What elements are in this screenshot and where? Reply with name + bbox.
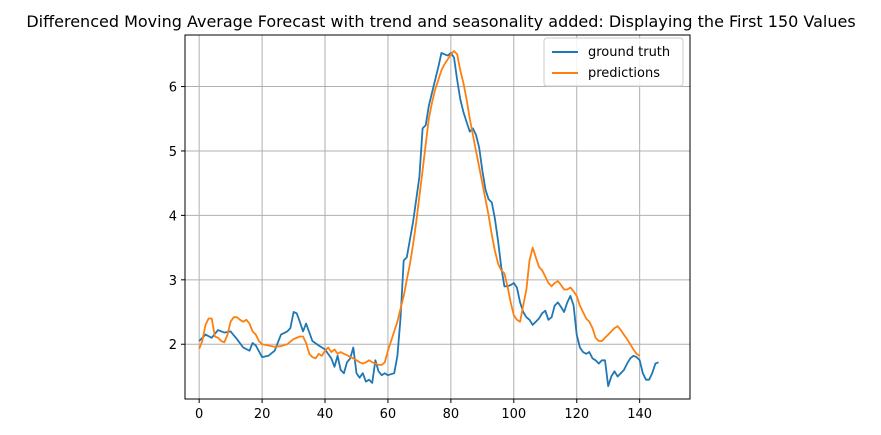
y-tick-label: 6 xyxy=(169,81,177,96)
axis-ticks: 0 20 40 60 80 100 120 140 2 3 4 5 6 xyxy=(169,81,652,422)
x-tick-label: 20 xyxy=(254,407,271,422)
chart-title: Differenced Moving Average Forecast with… xyxy=(26,12,855,31)
series-line-predictions xyxy=(198,50,641,366)
series-line-ground-truth xyxy=(198,52,659,387)
legend-label-predictions: predictions xyxy=(588,66,660,81)
x-tick-label: 120 xyxy=(564,407,589,422)
x-tick-label: 140 xyxy=(627,407,652,422)
grid-lines xyxy=(185,35,690,399)
x-tick-label: 40 xyxy=(317,407,334,422)
plot-area-frame xyxy=(184,34,691,400)
x-tick-label: 60 xyxy=(380,407,397,422)
legend: ground truth predictions xyxy=(543,37,684,87)
series-layer xyxy=(198,50,659,387)
legend-label-ground-truth: ground truth xyxy=(588,45,670,60)
y-tick-label: 3 xyxy=(169,274,177,289)
y-tick-label: 2 xyxy=(169,338,177,353)
x-tick-label: 80 xyxy=(443,407,460,422)
x-tick-label: 100 xyxy=(501,407,526,422)
y-tick-label: 4 xyxy=(169,209,177,224)
y-tick-label: 5 xyxy=(169,145,177,160)
legend-box xyxy=(543,37,684,87)
x-tick-label: 0 xyxy=(195,407,203,422)
